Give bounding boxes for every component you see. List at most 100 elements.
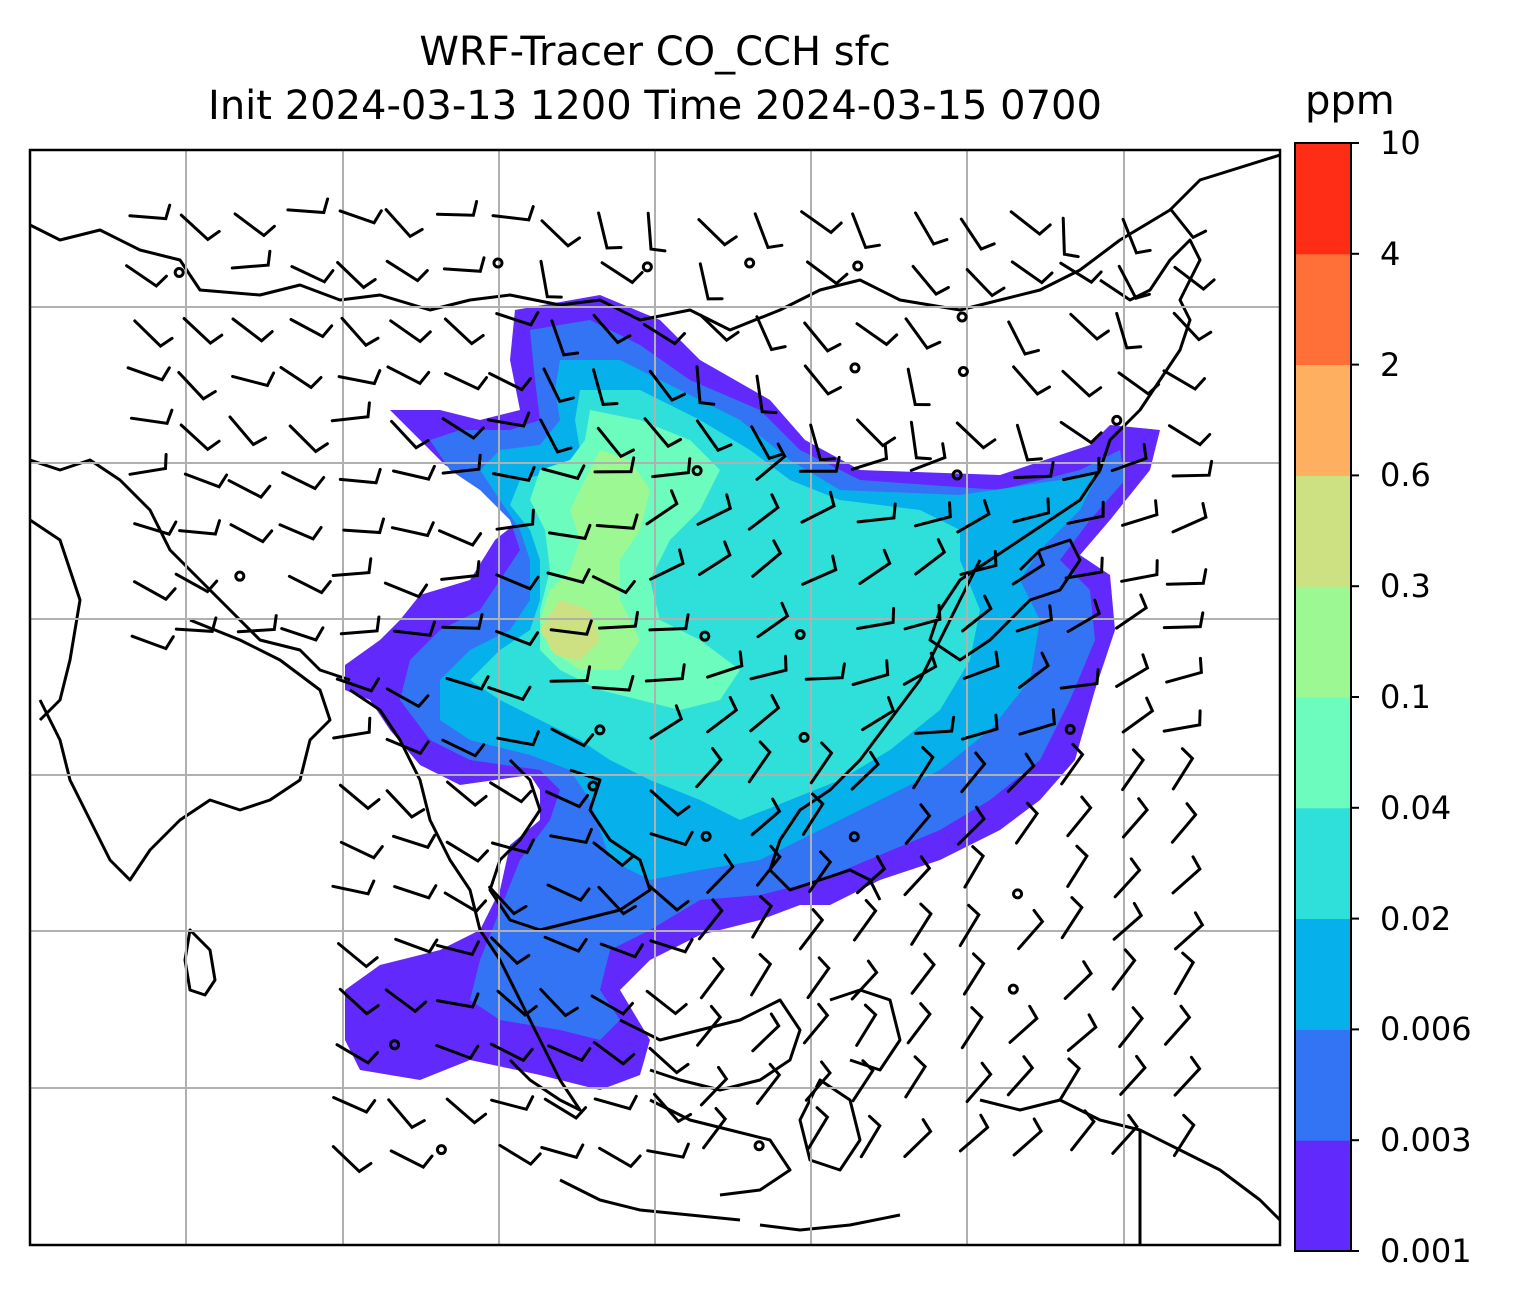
wind-barb [394,937,439,954]
wind-barb [755,315,787,352]
wind-barb [495,629,540,647]
colorbar-tick-label: 2 [1380,345,1401,384]
wind-barb [1063,960,1094,1000]
wind-barb [801,792,825,836]
wind-barb [958,1113,990,1153]
colorbar-tick-label: 0.6 [1380,456,1431,495]
wind-barb [128,453,168,476]
wind-barb [490,838,535,855]
wind-barb [442,256,486,273]
wind-barb [1121,797,1150,839]
wind-barb [959,217,996,251]
wind-barb [909,442,947,472]
wind-barb [644,663,686,683]
colorbar-frame [1294,142,1352,1252]
tracer-concentration-field [345,295,1160,1090]
wind-barb [1111,948,1137,991]
wind-barb [751,1012,781,1053]
wind-barb [913,501,952,528]
wind-barb [755,1062,782,1105]
wind-barb [335,677,380,693]
wind-barb [549,619,593,636]
wind-barb [646,211,667,253]
wind-barb [960,751,987,794]
wind-barb [1010,260,1054,285]
wind-barb [130,634,175,651]
wind-barb [338,209,383,225]
wind-barb [1113,857,1142,899]
wind-barb [1066,844,1089,888]
wind-barb [591,675,635,692]
wind-barb [1012,365,1051,396]
wind-barb [698,262,724,301]
wind-barb [699,313,740,343]
wind-barb [1171,747,1195,791]
wind-barb [1173,265,1216,292]
wind-barb [441,613,484,630]
colorbar [1295,142,1359,1252]
wind-barb [804,1060,832,1102]
wind-barb [392,620,436,637]
wind-barb [182,317,224,346]
wind-barb [495,311,540,327]
wind-barb [495,573,540,591]
wind-barb [960,1006,984,1050]
wind-barb [806,956,831,1000]
wind-barb [959,550,998,576]
calm-wind-marker [691,465,703,477]
wind-barb [1111,1113,1139,1155]
wind-barb [231,371,276,388]
calm-wind-marker [492,257,504,269]
wind-barb [546,568,591,584]
wind-barb [912,746,935,790]
wind-barb [1121,696,1155,734]
wind-barb [695,365,716,406]
wind-barb [438,529,483,547]
wind-barb [286,197,330,215]
calm-wind-marker [594,724,606,736]
wind-barb [133,580,177,602]
wind-barb [955,421,997,450]
wind-barb [446,780,488,808]
calm-wind-marker [744,257,756,269]
wind-barb [490,936,531,966]
wind-barb [330,401,371,423]
wind-barb [798,455,841,473]
colorbar-tick-label: 0.006 [1380,1010,1472,1049]
colorbar-segment [1295,918,1351,1030]
wind-barb [1013,460,1055,479]
wind-barb [750,425,785,461]
wind-barb [389,1149,434,1169]
colorbar-tick-label: 0.04 [1380,788,1452,827]
wind-barbs [125,197,1216,1174]
wind-barb [856,606,896,630]
wind-barb [332,716,372,740]
calm-wind-marker [957,365,969,377]
wind-barb [392,833,437,850]
wind-barb [804,662,846,681]
wind-barb [1060,896,1084,940]
wind-barb [850,443,889,471]
wind-barb [861,696,896,732]
wind-barb [807,1106,830,1150]
calm-wind-marker [794,628,806,640]
wind-barb [1059,420,1103,445]
wind-barb [699,957,725,1000]
wind-barb [547,1044,592,1063]
wind-barb [648,884,690,912]
wind-barb [1017,908,1045,951]
wind-barb [696,493,733,526]
wind-barb [598,610,639,630]
wind-barb [697,898,724,941]
wind-barb [1007,320,1040,356]
wind-barb [227,479,272,499]
calm-wind-marker [956,311,968,323]
wind-barb [1162,369,1206,391]
wind-barb [1119,1054,1147,1096]
colorbar-segment [1295,143,1351,255]
colorbar-tick-label: 0.1 [1380,678,1431,716]
wind-barb [128,203,172,221]
wind-barb [443,317,485,346]
colorbar-segment [1295,807,1351,920]
wind-barb [280,626,325,642]
